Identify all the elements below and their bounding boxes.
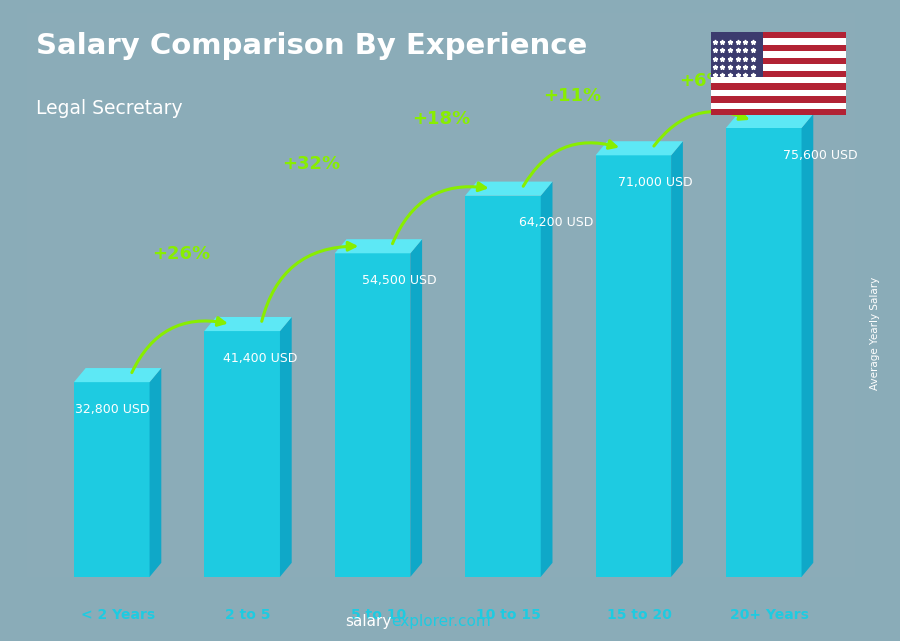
Text: 71,000 USD: 71,000 USD: [617, 176, 692, 189]
Text: 41,400 USD: 41,400 USD: [222, 352, 297, 365]
Bar: [711, 77, 846, 83]
Text: 75,600 USD: 75,600 USD: [783, 149, 858, 162]
Polygon shape: [280, 317, 292, 577]
Bar: [335, 253, 410, 577]
Bar: [711, 64, 846, 71]
Polygon shape: [671, 141, 683, 577]
Bar: [711, 51, 846, 58]
Polygon shape: [541, 181, 553, 577]
Polygon shape: [74, 368, 161, 382]
Text: +6%: +6%: [680, 72, 725, 90]
Text: 2 to 5: 2 to 5: [225, 608, 271, 622]
Text: +11%: +11%: [543, 87, 601, 105]
Polygon shape: [465, 181, 553, 196]
Bar: [711, 103, 846, 109]
Text: +18%: +18%: [412, 110, 471, 128]
Bar: [204, 331, 280, 577]
Text: explorer.com: explorer.com: [392, 615, 491, 629]
Bar: [711, 32, 846, 38]
Bar: [465, 196, 541, 577]
Text: 20+ Years: 20+ Years: [730, 608, 809, 622]
Text: +32%: +32%: [282, 155, 340, 173]
Bar: [711, 90, 846, 96]
Text: Salary Comparison By Experience: Salary Comparison By Experience: [36, 32, 587, 60]
Text: < 2 Years: < 2 Years: [81, 608, 155, 622]
Bar: [711, 32, 763, 77]
Bar: [711, 58, 846, 64]
Text: Average Yearly Salary: Average Yearly Salary: [869, 277, 880, 390]
Text: 10 to 15: 10 to 15: [476, 608, 541, 622]
Bar: [74, 382, 149, 577]
Text: Legal Secretary: Legal Secretary: [36, 99, 183, 119]
Text: 5 to 10: 5 to 10: [351, 608, 406, 622]
Text: +26%: +26%: [152, 245, 210, 263]
Bar: [596, 155, 671, 577]
Polygon shape: [596, 141, 683, 155]
Polygon shape: [726, 114, 814, 128]
Text: 15 to 20: 15 to 20: [607, 608, 671, 622]
Text: 32,800 USD: 32,800 USD: [76, 403, 149, 416]
Bar: [711, 45, 846, 51]
Bar: [711, 71, 846, 77]
Bar: [711, 38, 846, 45]
Text: 54,500 USD: 54,500 USD: [362, 274, 436, 287]
Polygon shape: [410, 239, 422, 577]
Polygon shape: [204, 317, 292, 331]
Bar: [711, 83, 846, 90]
Polygon shape: [149, 368, 161, 577]
Text: salary: salary: [345, 615, 392, 629]
Bar: [711, 109, 846, 115]
Bar: [726, 128, 802, 577]
Polygon shape: [335, 239, 422, 253]
Polygon shape: [802, 114, 814, 577]
Bar: [711, 96, 846, 103]
Text: 64,200 USD: 64,200 USD: [518, 217, 593, 229]
